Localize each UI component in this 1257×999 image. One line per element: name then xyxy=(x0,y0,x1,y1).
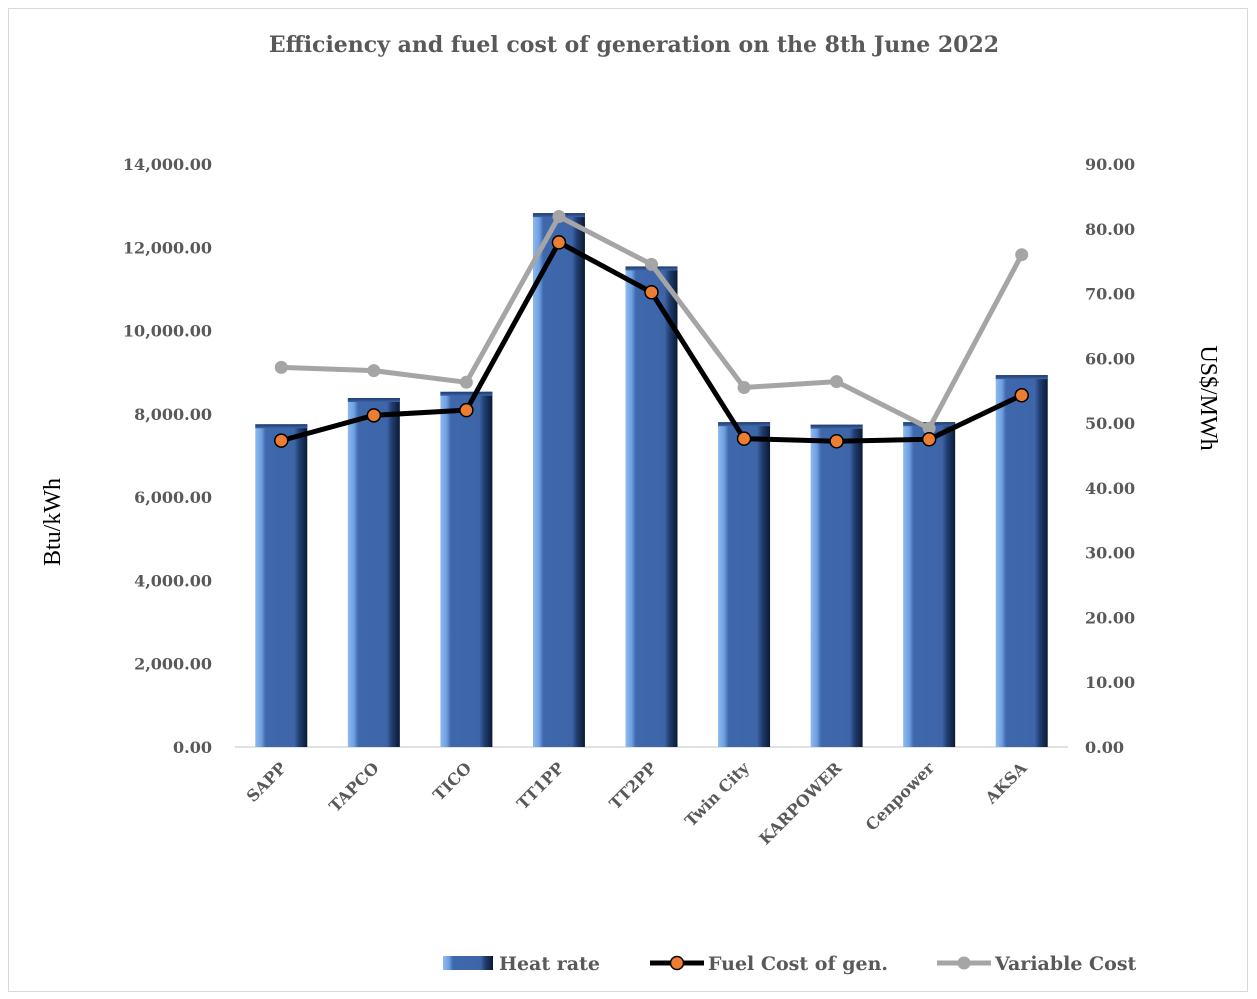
y2-tick-label: 10.00 xyxy=(1085,673,1135,692)
bar-top-bevel xyxy=(255,424,308,429)
legend-label: Variable Cost xyxy=(994,953,1137,975)
bar xyxy=(532,213,585,748)
bar xyxy=(810,424,863,747)
series-point xyxy=(737,380,751,394)
line-series xyxy=(274,209,1029,449)
y2-tick-label: 30.00 xyxy=(1085,544,1135,563)
bar xyxy=(347,398,400,747)
y2-tick-label: 40.00 xyxy=(1085,479,1135,498)
series-point xyxy=(921,432,937,447)
y-tick-label: 2,000.00 xyxy=(134,655,212,674)
series-point xyxy=(644,285,659,300)
series-point xyxy=(830,375,844,389)
legend-label: Heat rate xyxy=(499,953,600,975)
bar-top-bevel xyxy=(440,391,493,396)
legend-label: Fuel Cost of gen. xyxy=(708,953,888,975)
series-point xyxy=(552,209,566,223)
y2-tick-label: 20.00 xyxy=(1085,608,1135,627)
bar-top-bevel xyxy=(995,375,1048,380)
series-point xyxy=(922,421,936,435)
y2-tick-label: 0.00 xyxy=(1085,738,1124,757)
y2-tick-label: 60.00 xyxy=(1085,349,1135,368)
series-point xyxy=(551,235,567,250)
series-point xyxy=(736,431,752,446)
series-point xyxy=(459,402,474,418)
y2-tick-label: 70.00 xyxy=(1085,285,1135,304)
y-tick-label: 4,000.00 xyxy=(134,571,212,590)
y2-tick-label: 50.00 xyxy=(1085,414,1135,433)
bar-top-bevel xyxy=(718,422,771,427)
y2-tick-label: 90.00 xyxy=(1085,155,1135,174)
y-tick-label: 8,000.00 xyxy=(134,405,212,424)
x-axis-ticks: SAPP TAPCO TICO TT1PP TT2PP Twin City KARPOWER… xyxy=(243,758,1031,849)
bar xyxy=(440,391,493,747)
series-point xyxy=(274,433,289,448)
y-axis-ticks: 0.00 2,000.00 4,000.00 6,000.00 8,000.00 10,0… xyxy=(123,155,212,757)
series-point xyxy=(1014,388,1029,403)
series-point xyxy=(274,360,288,374)
x-tick-label: Twin City xyxy=(681,758,753,830)
x-tick-label: Cenpower xyxy=(862,758,939,835)
x-tick-label: TICO xyxy=(429,758,475,804)
legend-swatch-marker xyxy=(669,955,685,971)
y2-axis-ticks: 0.00 10.00 20.00 30.00 40.00 50.00 60.00 70.00 8… xyxy=(1085,155,1135,757)
bar xyxy=(625,266,678,747)
y-axis-title: Btu/kWh xyxy=(40,478,66,566)
chart-title: Efficiency and fuel cost of generation o… xyxy=(269,32,999,58)
bar-series xyxy=(255,213,1048,748)
x-tick-label: KARPOWER xyxy=(755,758,846,849)
legend-swatch-bar xyxy=(443,956,493,970)
series-point xyxy=(829,433,844,449)
series-point xyxy=(645,257,658,271)
y-tick-label: 12,000.00 xyxy=(123,238,212,257)
series-point xyxy=(367,364,381,378)
y2-tick-label: 80.00 xyxy=(1085,220,1135,239)
bar xyxy=(718,422,771,747)
bar xyxy=(995,375,1048,747)
series-point xyxy=(1015,248,1029,262)
legend-swatch-marker xyxy=(957,956,971,970)
series-point xyxy=(459,375,473,389)
x-tick-label: TAPCO xyxy=(325,758,382,815)
y-tick-label: 10,000.00 xyxy=(123,322,212,341)
bar-top-bevel xyxy=(347,398,400,403)
x-tick-label: TT2PP xyxy=(606,758,661,813)
series-point xyxy=(366,408,382,423)
y2-axis-title: US$/MWh xyxy=(1195,345,1221,450)
bar xyxy=(903,422,956,747)
bar-top-bevel xyxy=(810,424,863,429)
x-tick-label: TT1PP xyxy=(513,758,568,813)
bar xyxy=(255,424,308,747)
x-tick-label: AKSA xyxy=(981,758,1031,808)
y-tick-label: 0.00 xyxy=(173,738,212,757)
y-tick-label: 6,000.00 xyxy=(134,488,212,507)
y-tick-label: 14,000.00 xyxy=(123,155,212,174)
legend: Heat rate Fuel Cost of gen. Variable Cost xyxy=(443,953,1137,975)
x-tick-label: SAPP xyxy=(243,758,290,805)
